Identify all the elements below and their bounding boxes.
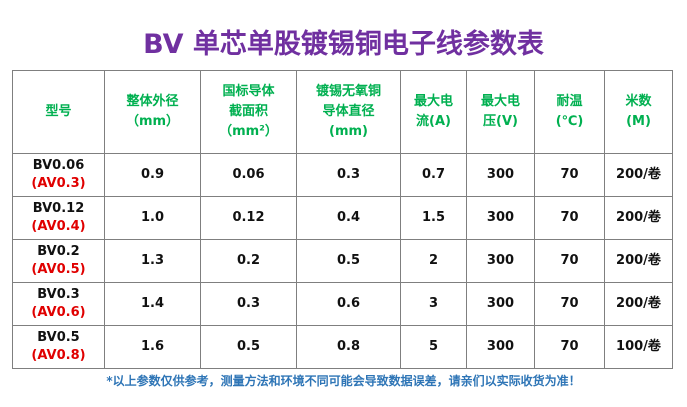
table-cell: 0.06 — [200, 153, 297, 197]
header-cell: 最大电压(V) — [466, 70, 535, 154]
table-body: BV0.06 (AV0.3) 0.9 0.06 0.3 0.7 300 70 200/卷 BV0.… — [12, 153, 673, 369]
footnote: *以上参数仅供参考，测量方法和环境不同可能会导致数据误差，请亲们以实际收货为准！ — [106, 374, 581, 388]
table-row: BV0.5 (AV0.8) 1.6 0.5 0.8 5 300 70 100/卷 — [12, 325, 673, 369]
table-row: BV0.3 (AV0.6) 1.4 0.3 0.6 3 300 70 200/卷 — [12, 282, 673, 326]
header-line: 整体外径 — [126, 94, 179, 109]
table-cell: 100/卷 — [604, 325, 673, 369]
model-cell: BV0.5 (AV0.8) — [12, 325, 105, 369]
alt-model: (AV0.6) — [31, 305, 86, 320]
header-line: (℃) — [555, 114, 584, 129]
header-line: （mm） — [125, 114, 180, 129]
header-line: 压(V) — [483, 114, 518, 129]
table-cell: 70 — [534, 282, 605, 326]
table-cell: 200/卷 — [604, 239, 673, 283]
alt-model: (AV0.5) — [31, 262, 86, 277]
table-cell: 200/卷 — [604, 282, 673, 326]
table-cell: 70 — [534, 153, 605, 197]
alt-model: (AV0.4) — [31, 219, 86, 234]
header-line: （mm²） — [219, 124, 278, 139]
header-cell: 最大电流(A) — [400, 70, 467, 154]
header-line: 最大电 — [480, 94, 520, 109]
header-row: 型号 整体外径 （mm） 国标导体截面积 （mm²） 镀锡无氧铜导体直径 (mm) 最大电流(… — [12, 70, 673, 154]
model-cell: BV0.06 (AV0.3) — [12, 153, 105, 197]
header-cell: 国标导体截面积 （mm²） — [200, 70, 297, 154]
table-cell: 70 — [534, 196, 605, 240]
table-cell: 300 — [466, 239, 535, 283]
header-cell: 整体外径 （mm） — [104, 70, 201, 154]
header-line: 截面积 — [228, 104, 268, 119]
header-line: 镀锡无氧铜 — [315, 84, 381, 99]
table-cell: 300 — [466, 196, 535, 240]
table-cell: 0.2 — [200, 239, 297, 283]
header-line: 型号 — [45, 104, 72, 119]
table-cell: 300 — [466, 325, 535, 369]
table-cell: 0.8 — [296, 325, 401, 369]
table-cell: 5 — [400, 325, 467, 369]
model-cell: BV0.3 (AV0.6) — [12, 282, 105, 326]
model-cell: BV0.2 (AV0.5) — [12, 239, 105, 283]
table-cell: 0.7 — [400, 153, 467, 197]
model-cell: BV0.12 (AV0.4) — [12, 196, 105, 240]
table-cell: 0.5 — [200, 325, 297, 369]
model-name: BV0.3 — [37, 287, 80, 302]
table-cell: 1.3 — [104, 239, 201, 283]
header-cell: 耐温 (℃) — [534, 70, 605, 154]
header-line: 米数 — [625, 94, 652, 109]
table-cell: 200/卷 — [604, 196, 673, 240]
header-line: 耐温 — [556, 94, 583, 109]
spec-table: 型号 整体外径 （mm） 国标导体截面积 （mm²） 镀锡无氧铜导体直径 (mm) 最大电流(… — [12, 70, 673, 369]
header-cell: 型号 — [12, 70, 105, 154]
model-name: BV0.2 — [37, 244, 80, 259]
table-cell: 2 — [400, 239, 467, 283]
table-cell: 70 — [534, 239, 605, 283]
table-cell: 300 — [466, 153, 535, 197]
header-line: (mm) — [329, 124, 368, 139]
table-cell: 0.5 — [296, 239, 401, 283]
table-cell: 1.4 — [104, 282, 201, 326]
table-cell: 0.6 — [296, 282, 401, 326]
table-row: BV0.12 (AV0.4) 1.0 0.12 0.4 1.5 300 70 200/卷 — [12, 196, 673, 240]
table-cell: 200/卷 — [604, 153, 673, 197]
table-row: BV0.06 (AV0.3) 0.9 0.06 0.3 0.7 300 70 200/卷 — [12, 153, 673, 197]
table-cell: 0.3 — [296, 153, 401, 197]
header-line: 国标导体 — [222, 84, 275, 99]
table-cell: 0.3 — [200, 282, 297, 326]
model-name: BV0.5 — [37, 330, 80, 345]
table-cell: 0.12 — [200, 196, 297, 240]
table-cell: 0.4 — [296, 196, 401, 240]
model-name: BV0.06 — [32, 158, 85, 173]
table-cell: 1.0 — [104, 196, 201, 240]
table-cell: 70 — [534, 325, 605, 369]
table-cell: 0.9 — [104, 153, 201, 197]
table-cell: 300 — [466, 282, 535, 326]
header-cell: 镀锡无氧铜导体直径 (mm) — [296, 70, 401, 154]
table-cell: 1.5 — [400, 196, 467, 240]
table-cell: 3 — [400, 282, 467, 326]
title: BV 单芯单股镀锡铜电子线参数表 — [143, 29, 544, 60]
model-name: BV0.12 — [32, 201, 85, 216]
header-cell: 米数 (M) — [604, 70, 673, 154]
alt-model: (AV0.8) — [31, 348, 86, 363]
header-line: 流(A) — [416, 114, 451, 129]
table-cell: 1.6 — [104, 325, 201, 369]
alt-model: (AV0.3) — [31, 176, 86, 191]
header-line: 导体直径 — [322, 104, 375, 119]
header-line: (M) — [626, 114, 651, 129]
header-line: 最大电 — [413, 94, 453, 109]
table-row: BV0.2 (AV0.5) 1.3 0.2 0.5 2 300 70 200/卷 — [12, 239, 673, 283]
